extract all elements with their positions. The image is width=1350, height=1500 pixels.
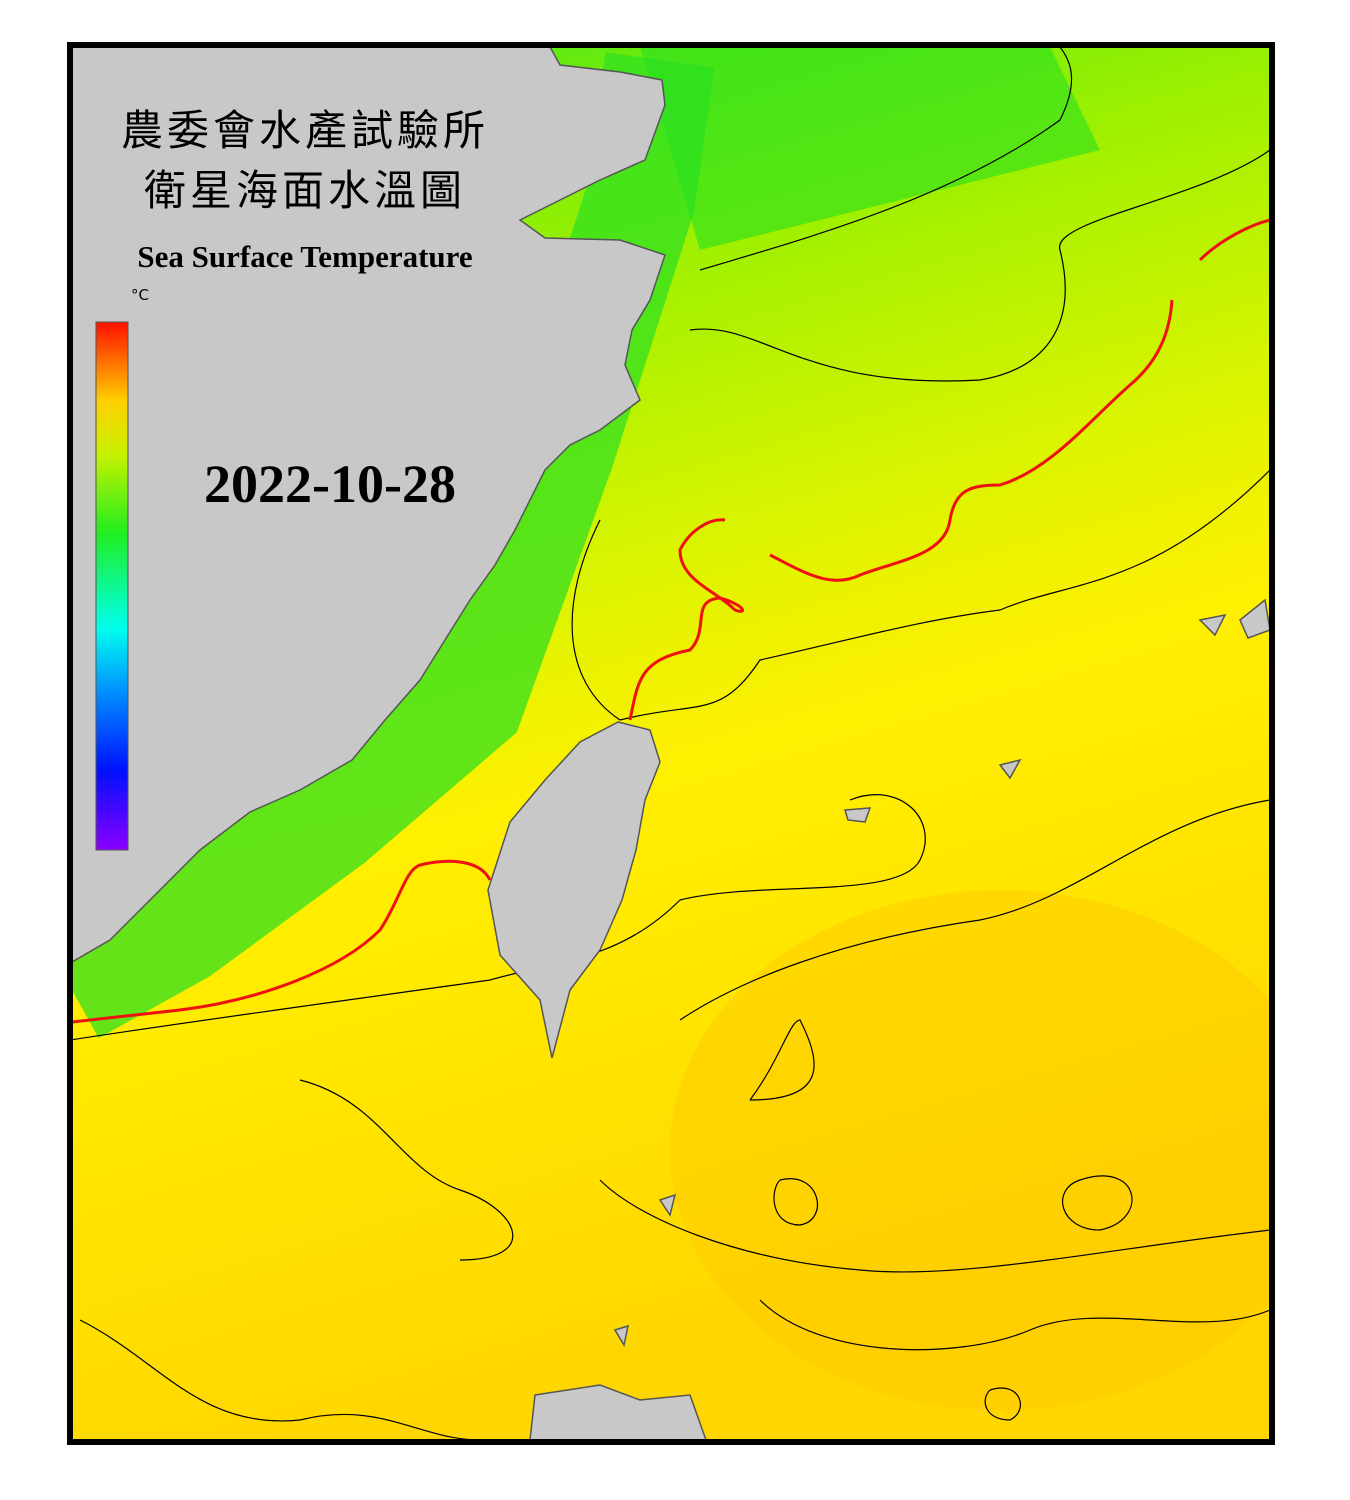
contour-25	[72, 218, 1270, 1024]
contours	[72, 47, 1270, 1440]
land	[72, 47, 1270, 1440]
warm-pool	[670, 890, 1270, 1410]
date: 2022-10-28	[204, 454, 456, 514]
map-area	[72, 47, 1270, 1440]
title-zh-2: 衛星海面水溫圖	[144, 166, 466, 215]
title-en: Sea Surface Temperature	[137, 239, 472, 274]
coastal-band	[72, 52, 715, 1039]
map-frame	[67, 42, 1275, 1445]
colorbar-unit: °C	[131, 286, 149, 304]
colorbar	[95, 321, 129, 851]
north-band	[640, 47, 1100, 250]
title-zh-1: 農委會水產試驗所	[121, 106, 489, 155]
